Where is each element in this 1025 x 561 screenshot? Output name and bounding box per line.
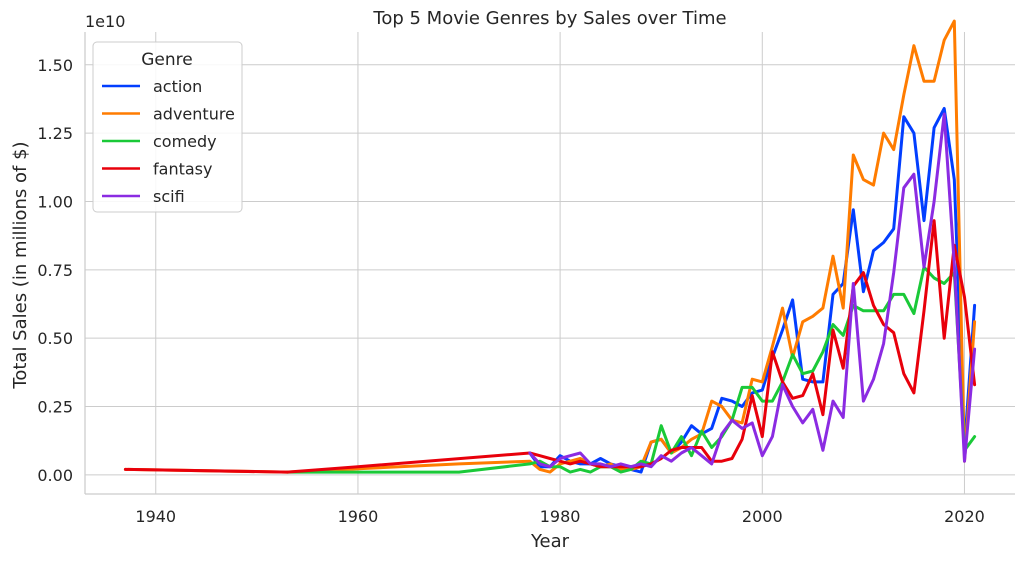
legend: Genre action adventure comedy fantasy scifi: [92, 41, 243, 213]
chart-title: Top 5 Movie Genres by Sales over Time: [372, 8, 726, 29]
legend-label: comedy: [153, 132, 217, 151]
y-tick-label: 0.00: [37, 466, 73, 485]
legend-label: scifi: [153, 187, 185, 206]
y-offset-label: 1e10: [85, 12, 125, 31]
legend-items: action adventure comedy fantasy scifi: [102, 77, 235, 206]
y-tick-label: 1.00: [37, 192, 73, 211]
legend-label: adventure: [153, 105, 235, 124]
legend-label: action: [153, 77, 202, 96]
x-tick-labels: 1940 1960 1980 2000 2020: [135, 507, 984, 526]
series-line-scifi: [528, 112, 977, 469]
y-tick-label: 0.75: [37, 261, 73, 280]
series-line-fantasy: [123, 219, 977, 474]
axes-frame: [84, 32, 1015, 495]
series-line-action: [528, 107, 977, 474]
y-tick-labels: 0.00 0.25 0.50 0.75 1.00 1.25 1.50: [37, 56, 73, 485]
x-tick-label: 1940: [135, 507, 176, 526]
y-tick-label: 1.25: [37, 124, 73, 143]
legend-item-comedy: comedy: [102, 132, 217, 151]
legend-label: fantasy: [153, 160, 212, 179]
y-axis-label: Total Sales (in millions of $): [10, 141, 31, 389]
series-line-comedy: [285, 265, 977, 474]
x-tick-label: 1960: [338, 507, 379, 526]
x-tick-label: 1980: [540, 507, 581, 526]
legend-title: Genre: [141, 50, 192, 70]
series-layer: [123, 19, 977, 474]
y-tick-label: 1.50: [37, 56, 73, 75]
legend-item-fantasy: fantasy: [102, 160, 212, 179]
x-axis-label: Year: [530, 531, 570, 552]
legend-item-scifi: scifi: [102, 187, 185, 206]
x-tick-label: 2020: [944, 507, 985, 526]
x-tick-label: 2000: [742, 507, 783, 526]
legend-item-action: action: [102, 77, 202, 96]
y-tick-label: 0.50: [37, 329, 73, 348]
y-tick-label: 0.25: [37, 398, 73, 417]
legend-item-adventure: adventure: [102, 105, 235, 124]
series-line-adventure: [123, 19, 977, 474]
